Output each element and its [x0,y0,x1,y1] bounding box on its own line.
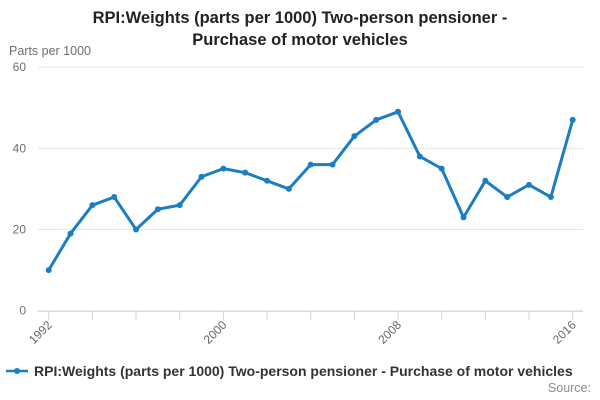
series-line [47,110,575,272]
x-axis-tick-label: 2016 [550,318,579,347]
data-point[interactable] [133,226,140,233]
data-point[interactable] [176,202,183,209]
legend-dot [14,368,20,374]
data-point[interactable] [220,165,227,172]
data-point[interactable] [373,116,380,123]
data-point[interactable] [482,177,489,184]
data-point[interactable] [395,108,402,115]
data-point[interactable] [45,267,52,274]
y-axis-tick-label: 40 [13,141,27,155]
chart-title-line2: Purchase of motor vehicles [192,31,408,49]
data-point[interactable] [154,206,161,213]
data-point[interactable] [351,133,358,140]
y-axis-tick-label: 60 [13,60,27,74]
data-point[interactable] [89,202,96,209]
legend-item[interactable]: RPI:Weights (parts per 1000) Two-person … [6,363,600,379]
x-axis-tick-label: 1992 [26,318,55,347]
data-point[interactable] [329,161,336,168]
data-point[interactable] [198,173,205,180]
plot-area: 0 20 40 60 1992 2000 2008 2016 [13,60,583,347]
x-axis-tick-label: 2000 [201,318,230,347]
data-point[interactable] [111,194,118,201]
chart-title: RPI:Weights (parts per 1000) Two-person … [0,7,600,51]
data-point[interactable] [547,194,554,201]
data-point[interactable] [438,165,445,172]
data-point[interactable] [307,161,314,168]
data-point[interactable] [285,185,292,192]
legend-line-marker [6,368,28,374]
source-label: Source: [547,381,591,395]
y-axis-tick-label: 0 [19,304,26,318]
legend-label: RPI:Weights (parts per 1000) Two-person … [34,363,573,379]
data-point[interactable] [416,153,423,160]
y-axis-title: Parts per 1000 [9,44,91,58]
data-point[interactable] [264,177,271,184]
y-axis-tick-label: 20 [13,223,27,237]
data-point[interactable] [504,194,511,201]
x-axis-tick-label: 2008 [375,318,404,347]
data-point[interactable] [569,116,576,123]
data-point[interactable] [460,214,467,221]
chart-title-line1: RPI:Weights (parts per 1000) Two-person … [92,9,508,27]
data-point[interactable] [67,230,74,237]
data-point[interactable] [242,169,249,176]
data-point[interactable] [526,181,533,188]
